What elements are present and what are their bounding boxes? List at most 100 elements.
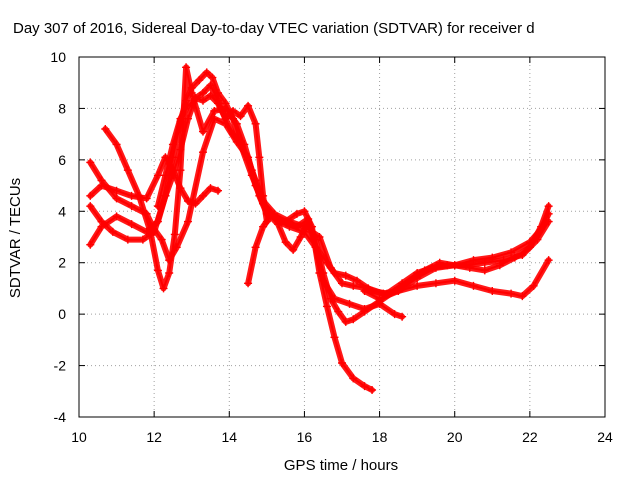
data-point [112, 186, 121, 195]
data-point [341, 271, 350, 280]
data-point [182, 63, 191, 72]
data-point [349, 374, 358, 383]
data-point [206, 184, 215, 193]
y-tick-label: 0 [58, 306, 66, 322]
data-point [86, 158, 95, 167]
data-point [187, 89, 196, 97]
data-point [334, 307, 343, 316]
x-axis-label: GPS time / hours [284, 457, 398, 474]
data-point [198, 127, 207, 136]
data-point [153, 171, 162, 180]
x-tick-label: 18 [372, 429, 388, 445]
x-tick-label: 12 [146, 429, 162, 445]
data-point [345, 299, 354, 308]
data-point [86, 202, 95, 211]
data-point [214, 186, 223, 195]
data-point [191, 199, 200, 208]
data-point [142, 194, 151, 203]
data-point [289, 245, 298, 254]
data-point [157, 235, 166, 244]
data-point [183, 101, 192, 110]
y-axis-label: SDTVAR / TECUs [7, 178, 24, 298]
data-point [198, 96, 207, 105]
data-point [525, 238, 534, 247]
series-trace-7 [153, 91, 271, 226]
x-tick-label: 16 [297, 429, 313, 445]
data-point [262, 217, 271, 226]
data-point [244, 155, 253, 164]
data-point [127, 191, 136, 200]
data-point [300, 207, 309, 216]
data-point [198, 148, 207, 157]
data-point [123, 235, 132, 244]
series-line [363, 212, 550, 300]
x-tick-label: 10 [71, 429, 87, 445]
data-point [341, 317, 350, 326]
data-point [236, 140, 245, 149]
data-point [86, 240, 95, 249]
data-point [469, 281, 478, 290]
data-point [368, 386, 377, 394]
data-point [450, 261, 459, 270]
data-point [259, 222, 268, 231]
x-tick-label: 14 [221, 429, 237, 445]
data-point [296, 233, 305, 241]
data-point [176, 184, 185, 193]
x-axis: 10 12 14 16 18 20 22 24 [71, 57, 613, 445]
data-point [319, 269, 328, 277]
data-point [338, 359, 346, 367]
data-point [153, 266, 162, 275]
data-point [413, 281, 422, 290]
data-point [507, 289, 516, 298]
data-point [431, 279, 440, 288]
data-point [300, 222, 309, 231]
data-point [229, 130, 238, 139]
data-point [159, 284, 168, 293]
data-point [251, 119, 260, 128]
data-point [244, 279, 253, 288]
data-point [398, 312, 407, 321]
data-point [285, 217, 294, 226]
data-point [183, 217, 192, 226]
data-point [544, 202, 553, 211]
y-axis: -4 -2 0 2 4 6 8 10 [50, 49, 605, 425]
data-point [360, 287, 369, 295]
data-point [191, 94, 200, 103]
data-point [360, 307, 369, 316]
data-point [518, 292, 527, 301]
data-point [375, 294, 384, 303]
data-point [108, 227, 117, 236]
data-point [198, 191, 207, 200]
y-tick-label: -4 [54, 409, 67, 425]
data-point [338, 279, 346, 288]
y-tick-label: -2 [54, 358, 67, 374]
data-point [176, 145, 185, 154]
data-point [97, 217, 106, 226]
data-point [251, 176, 260, 185]
data-point [142, 209, 151, 218]
data-point [112, 140, 121, 149]
data-point [210, 114, 219, 123]
data-point [465, 263, 474, 272]
data-point [507, 248, 516, 257]
data-point [544, 209, 553, 218]
data-point [112, 194, 121, 203]
data-point [229, 107, 238, 115]
data-point [86, 191, 95, 200]
data-point [127, 202, 136, 211]
data-point [480, 266, 489, 275]
data-point [304, 217, 313, 226]
data-point [360, 382, 369, 391]
data-point [232, 119, 241, 128]
data-point [270, 209, 279, 218]
y-tick-label: 4 [58, 203, 66, 219]
data-point [183, 114, 192, 123]
y-tick-label: 10 [50, 49, 66, 65]
data-point [195, 76, 204, 85]
data-point [281, 238, 290, 247]
data-point [101, 125, 110, 133]
data-point [208, 73, 217, 82]
data-point [123, 166, 132, 175]
data-point [390, 310, 399, 319]
data-point [259, 191, 268, 200]
